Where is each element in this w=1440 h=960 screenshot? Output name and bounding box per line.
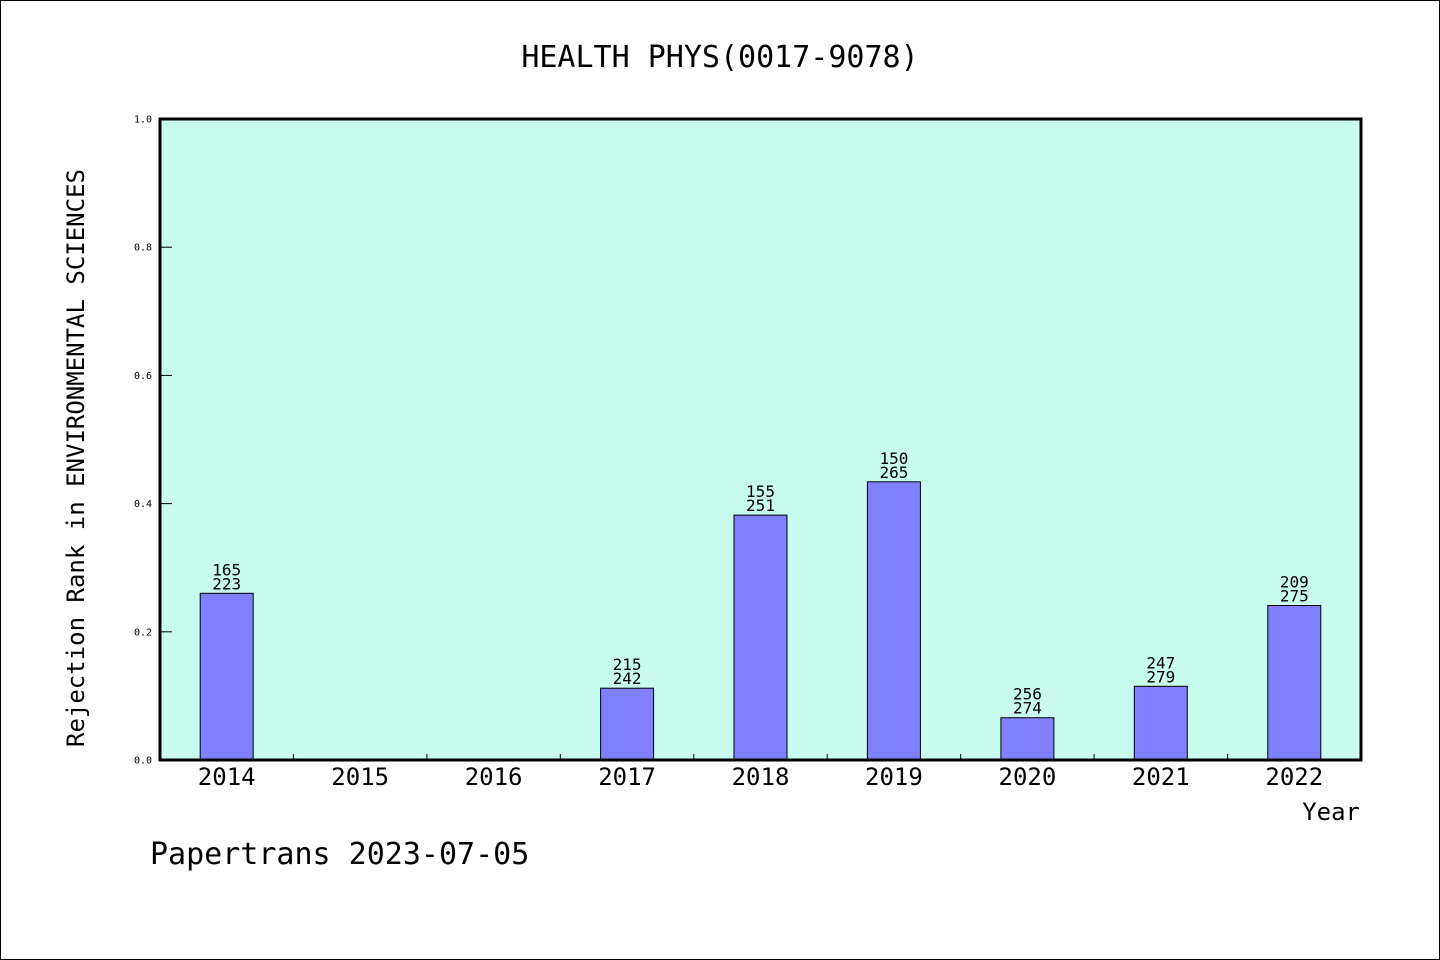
bar-2022	[1267, 605, 1322, 761]
y-tick-label: 0.8	[134, 243, 152, 254]
plot-border	[158, 117, 1363, 762]
bar-2018	[733, 514, 788, 761]
bar-2019	[866, 481, 921, 761]
bar-label-2021-bottom: 279	[1146, 667, 1175, 686]
x-axis-label: Year	[1302, 798, 1360, 826]
x-tick-label-2019: 2019	[865, 763, 923, 791]
y-tick-label: 0.4	[134, 499, 152, 510]
y-tick-label: 0.6	[134, 371, 152, 382]
x-tick-label-2017: 2017	[598, 763, 656, 791]
bar-label-2019-bottom: 265	[879, 463, 908, 482]
bar-2020	[1000, 717, 1055, 761]
bar-2017	[600, 687, 655, 761]
bar-label-2018-top: 155	[746, 482, 775, 501]
bar-label-2017-top: 215	[613, 655, 642, 674]
x-tick-label-2018: 2018	[732, 763, 790, 791]
x-tick-label-2022: 2022	[1265, 763, 1323, 791]
bar-label-2017-bottom: 242	[613, 669, 642, 688]
x-axis-ticks: 2014 2015 2016 2017 2018 2019 2020 2021 2022	[198, 754, 1323, 791]
x-tick-label-2021: 2021	[1132, 763, 1190, 791]
x-tick-label-2016: 2016	[465, 763, 523, 791]
bar-label-2022-bottom: 275	[1280, 587, 1309, 606]
bar-label-2019-top: 150	[879, 449, 908, 468]
x-tick-label-2020: 2020	[999, 763, 1057, 791]
bar-2014	[199, 592, 254, 761]
bar-label-2020-bottom: 274	[1013, 699, 1042, 718]
bar-2021	[1133, 685, 1188, 761]
x-tick-label-2015: 2015	[331, 763, 389, 791]
y-tick-label: 0.0	[134, 756, 152, 767]
bar-label-2022-top: 209	[1280, 573, 1309, 592]
bar-label-2021-top: 247	[1146, 653, 1175, 672]
bar-label-2014-top: 165	[212, 560, 241, 579]
y-tick-label: 1.0	[134, 115, 152, 126]
chart-title: HEALTH PHYS(0017-9078)	[521, 40, 918, 75]
footer-watermark: Papertrans 2023-07-05	[150, 837, 529, 872]
y-axis-label: Rejection Rank in ENVIRONMENTAL SCIENCES	[62, 169, 90, 747]
bar-label-2018-bottom: 251	[746, 496, 775, 515]
bars-group	[199, 481, 1322, 761]
x-tick-label-2014: 2014	[198, 763, 256, 791]
bar-label-2014-bottom: 223	[212, 574, 241, 593]
y-tick-label: 0.2	[134, 627, 152, 638]
bar-label-2020-top: 256	[1013, 685, 1042, 704]
